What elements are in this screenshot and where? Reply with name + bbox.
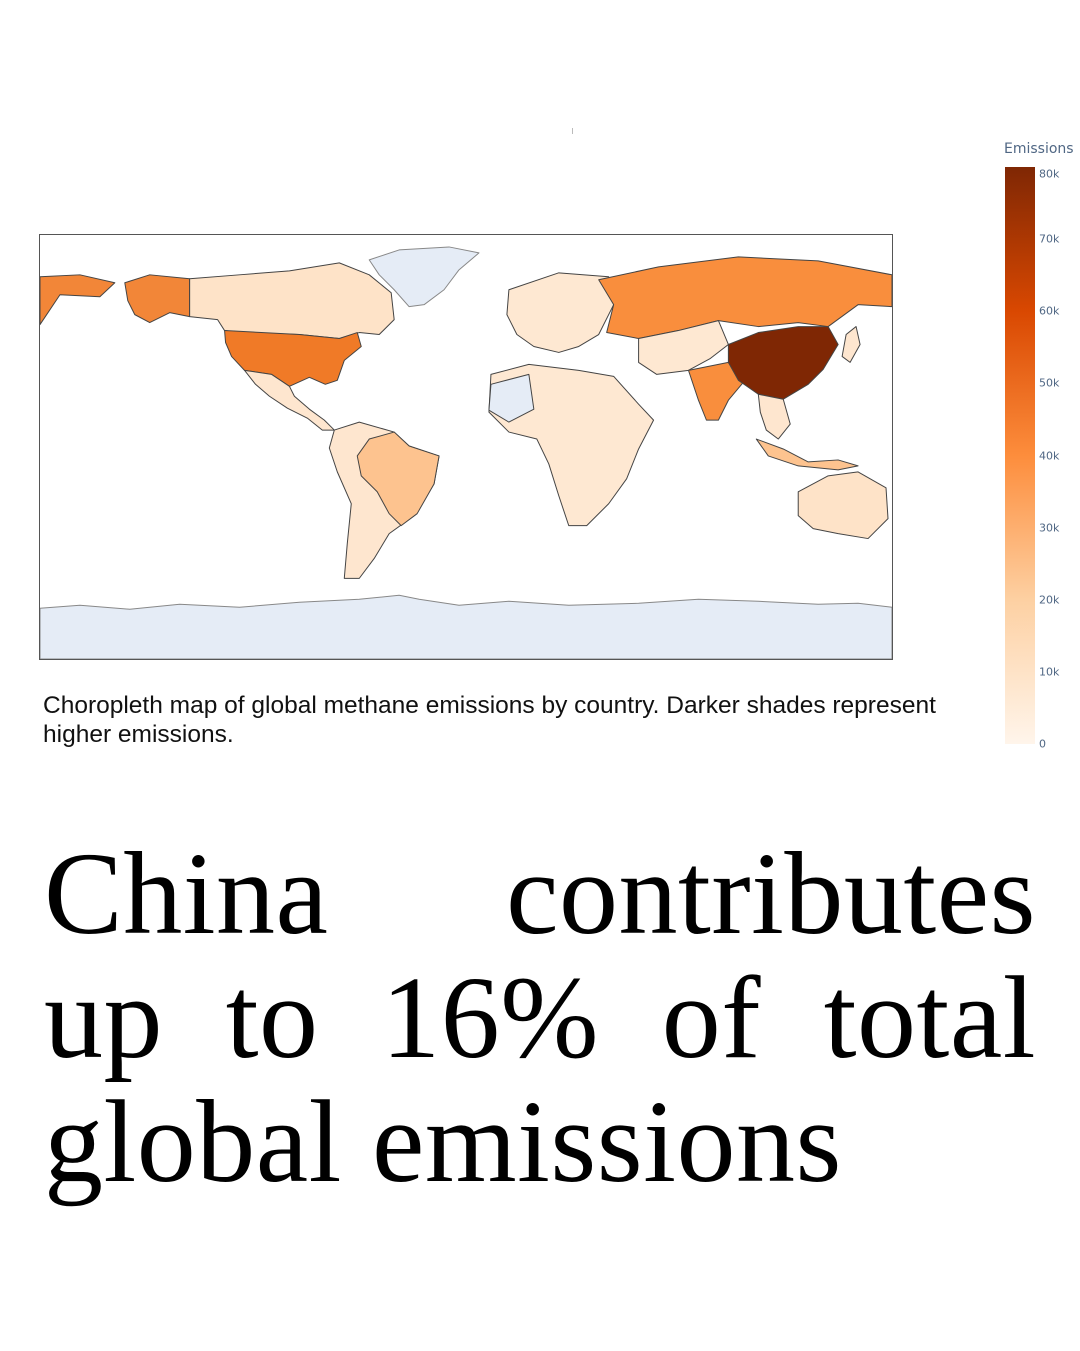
- region-usa[interactable]: [224, 330, 362, 387]
- region-russia[interactable]: [598, 256, 892, 340]
- region-australia[interactable]: [797, 471, 889, 540]
- region-alaska[interactable]: [124, 274, 191, 324]
- region-greenland[interactable]: [368, 246, 480, 308]
- world-map-svg: [40, 246, 892, 659]
- colorbar-gradient: [1005, 167, 1035, 744]
- colorbar-tick-label: 0: [1039, 737, 1046, 751]
- region-brazil[interactable]: [356, 431, 440, 527]
- region-russia-west-edge[interactable]: [40, 274, 116, 326]
- colorbar-tick-label: 70k: [1039, 232, 1060, 246]
- region-china[interactable]: [727, 326, 839, 400]
- colorbar-tick-label: 40k: [1039, 449, 1060, 462]
- region-europe[interactable]: [506, 272, 615, 353]
- region-southeast-asia[interactable]: [757, 393, 791, 440]
- region-canada[interactable]: [189, 262, 395, 340]
- colorbar-tick-label: 20k: [1039, 593, 1060, 607]
- colorbar: [1005, 167, 1035, 744]
- plot-tick-mark: [572, 128, 573, 134]
- region-antarctica[interactable]: [40, 594, 892, 659]
- colorbar-tick-labels: 80k 70k 60k 50k 40k 30k 20k 10k 0: [1039, 167, 1079, 751]
- colorbar-tick-label: 10k: [1039, 665, 1060, 679]
- region-indonesia[interactable]: [755, 438, 859, 471]
- colorbar-tick-label: 50k: [1039, 376, 1060, 390]
- region-japan[interactable]: [841, 326, 861, 363]
- map-caption: Choropleth map of global methane emissio…: [43, 692, 936, 748]
- region-central-asia[interactable]: [638, 320, 729, 375]
- region-algeria[interactable]: [488, 373, 535, 423]
- colorbar-tick-label: 30k: [1039, 521, 1060, 535]
- colorbar-tick-label: 80k: [1039, 167, 1060, 181]
- colorbar-title: Emissions: [1004, 141, 1074, 157]
- headline: China contributes up to 16% of total glo…: [44, 828, 1036, 1207]
- choropleth-map[interactable]: [39, 234, 893, 660]
- colorbar-tick-label: 60k: [1039, 304, 1060, 318]
